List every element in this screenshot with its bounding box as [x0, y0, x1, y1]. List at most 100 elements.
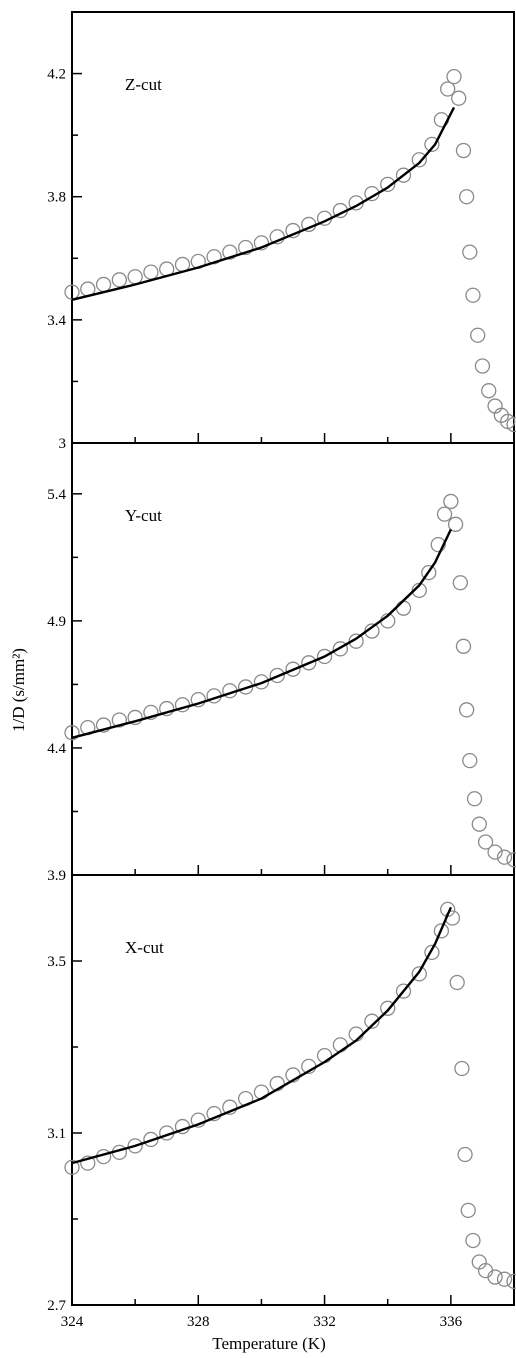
- data-point: [332, 1037, 349, 1053]
- data-point: [64, 1159, 80, 1176]
- data-point: [143, 264, 159, 280]
- data-point: [496, 849, 513, 865]
- data-point: [454, 1060, 470, 1077]
- data-point: [447, 516, 464, 532]
- data-point: [465, 1232, 481, 1249]
- data-point: [364, 1013, 380, 1029]
- data-point: [348, 633, 364, 649]
- y-tick-label: 4.2: [47, 67, 66, 83]
- y-tick-label: 2.7: [47, 1298, 66, 1314]
- data-point: [430, 536, 446, 553]
- data-point: [506, 852, 516, 868]
- fit-curve: [71, 528, 452, 739]
- data-point: [452, 575, 468, 591]
- data-point: [253, 674, 270, 690]
- data-point: [462, 244, 478, 260]
- y-tick-label: 3.4: [47, 313, 66, 329]
- data-point: [190, 692, 206, 708]
- data-point: [487, 398, 503, 414]
- panel-label: X-cut: [125, 938, 164, 957]
- x-axis-title: Temperature (K): [212, 1334, 326, 1353]
- data-point: [143, 1131, 159, 1148]
- data-point: [470, 327, 486, 343]
- data-point: [455, 142, 472, 159]
- data-point: [466, 791, 483, 807]
- x-tick-label: 336: [440, 1314, 463, 1330]
- x-tick-label: 332: [313, 1314, 336, 1330]
- y-tick-label: 3: [59, 436, 67, 452]
- x-tick-label: 324: [61, 1314, 84, 1330]
- data-point: [380, 1000, 396, 1016]
- data-point: [395, 167, 412, 183]
- data-point: [449, 974, 465, 991]
- y-tick-label: 4.9: [47, 614, 66, 630]
- data-point: [506, 1273, 516, 1289]
- data-point: [253, 235, 270, 251]
- data-point: [111, 272, 128, 288]
- data-point: [443, 493, 459, 510]
- data-point: [269, 229, 285, 245]
- data-point: [190, 1112, 206, 1128]
- panel-frame: [71, 874, 515, 1306]
- data-point: [496, 1271, 513, 1287]
- data-point: [506, 416, 516, 433]
- y-tick-label: 3.1: [47, 1126, 66, 1142]
- panel-label: Y-cut: [125, 506, 162, 525]
- data-point: [222, 1099, 238, 1115]
- data-point: [159, 700, 175, 717]
- data-point: [440, 81, 456, 97]
- fit-curve: [71, 106, 456, 301]
- data-point: [421, 564, 437, 581]
- data-point: [237, 239, 254, 256]
- y-tick-label: 4.4: [47, 741, 66, 757]
- data-point: [462, 752, 478, 769]
- data-point: [446, 69, 462, 85]
- data-point: [64, 725, 80, 741]
- data-point: [436, 506, 453, 522]
- data-point: [301, 655, 317, 671]
- data-point: [433, 923, 450, 939]
- data-point: [127, 709, 143, 726]
- data-point: [411, 966, 427, 982]
- data-point: [95, 717, 112, 733]
- data-point: [127, 269, 143, 285]
- data-point: [458, 702, 475, 718]
- fit-curve: [71, 906, 453, 1165]
- data-point: [465, 287, 481, 303]
- y-tick-label: 3.9: [47, 868, 66, 884]
- data-point: [395, 600, 412, 616]
- data-point: [316, 648, 333, 665]
- x-tick-label: 328: [187, 1314, 210, 1330]
- data-point: [460, 1202, 476, 1219]
- data-point: [471, 816, 487, 832]
- data-point: [481, 383, 497, 399]
- data-point: [380, 176, 396, 193]
- y-tick-label: 3.5: [47, 954, 66, 970]
- data-point: [458, 189, 475, 205]
- data-point: [111, 712, 128, 728]
- data-point: [477, 834, 494, 850]
- data-point: [474, 358, 491, 374]
- data-point: [269, 667, 285, 684]
- data-point: [332, 641, 349, 657]
- data-point: [457, 1146, 473, 1163]
- data-point: [143, 704, 159, 721]
- data-point: [487, 844, 503, 860]
- data-point: [395, 983, 412, 999]
- data-point: [80, 1155, 96, 1171]
- data-point: [411, 152, 427, 168]
- data-point: [285, 661, 301, 677]
- y-tick-label: 3.8: [47, 190, 66, 206]
- y-tick-label: 5.4: [47, 487, 66, 503]
- data-point: [455, 638, 472, 654]
- data-point: [487, 1269, 503, 1285]
- data-point: [424, 136, 440, 153]
- data-point: [424, 944, 440, 961]
- y-axis-title: 1/D (s/mm²): [9, 648, 28, 732]
- data-point: [451, 90, 467, 106]
- data-point: [127, 1138, 143, 1154]
- data-point: [95, 276, 112, 293]
- data-point: [222, 244, 238, 260]
